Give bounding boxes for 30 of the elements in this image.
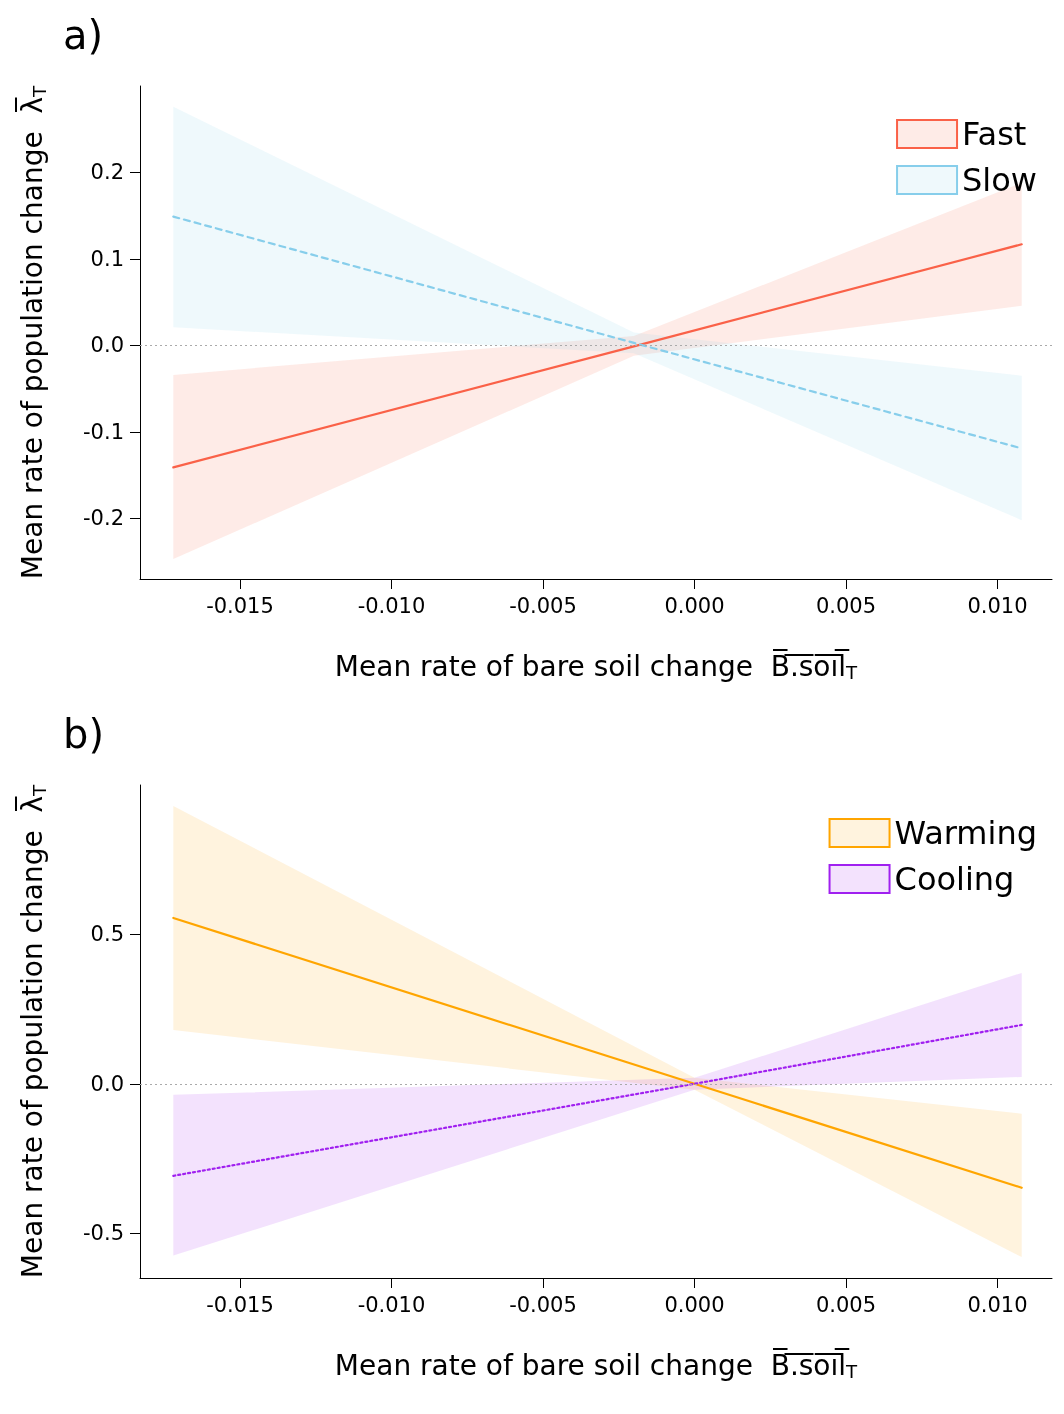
- x-tick-label: 0.000: [664, 593, 725, 618]
- legend-label: Cooling: [894, 860, 1015, 898]
- y-tick-label: 0.0: [90, 1071, 124, 1096]
- x-tick-label: -0.015: [206, 1292, 274, 1317]
- legend-label: Slow: [962, 161, 1037, 199]
- y-tick-label: -0.2: [83, 506, 124, 531]
- y-tick-label: -0.5: [83, 1221, 124, 1246]
- x-tick-label: -0.010: [357, 593, 426, 618]
- x-tick-label: 0.010: [967, 593, 1028, 618]
- x-axis-title: Mean rate of bare soil change B̅.̅s̅o̅i̅l̅T: [334, 648, 859, 684]
- y-tick-label: 0.0: [90, 333, 124, 358]
- chart-title: b): [63, 711, 104, 757]
- x-tick-label: -0.005: [509, 593, 577, 618]
- y-tick-label: 0.2: [90, 160, 124, 185]
- chart-title: a): [63, 12, 104, 58]
- x-tick-label: -0.015: [206, 593, 274, 618]
- x-tick-label: -0.005: [509, 1292, 577, 1317]
- y-axis-title: Mean rate of population change λ̅T: [15, 84, 50, 580]
- legend-label: Warming: [894, 814, 1037, 852]
- y-tick-label: 0.1: [90, 246, 124, 271]
- x-tick-label: 0.005: [815, 1292, 877, 1317]
- x-axis-title: Mean rate of bare soil change B̅.̅s̅o̅i̅l̅T: [334, 1347, 859, 1383]
- x-tick-label: 0.010: [967, 1292, 1028, 1317]
- x-tick-label: -0.010: [357, 1292, 426, 1317]
- y-tick-label: 0.5: [90, 922, 124, 947]
- y-tick-label: -0.1: [83, 419, 124, 444]
- y-axis-title: Mean rate of population change λ̅T: [15, 783, 50, 1279]
- x-tick-label: 0.000: [664, 1292, 725, 1317]
- legend-label: Fast: [962, 115, 1027, 153]
- x-tick-label: 0.005: [815, 593, 877, 618]
